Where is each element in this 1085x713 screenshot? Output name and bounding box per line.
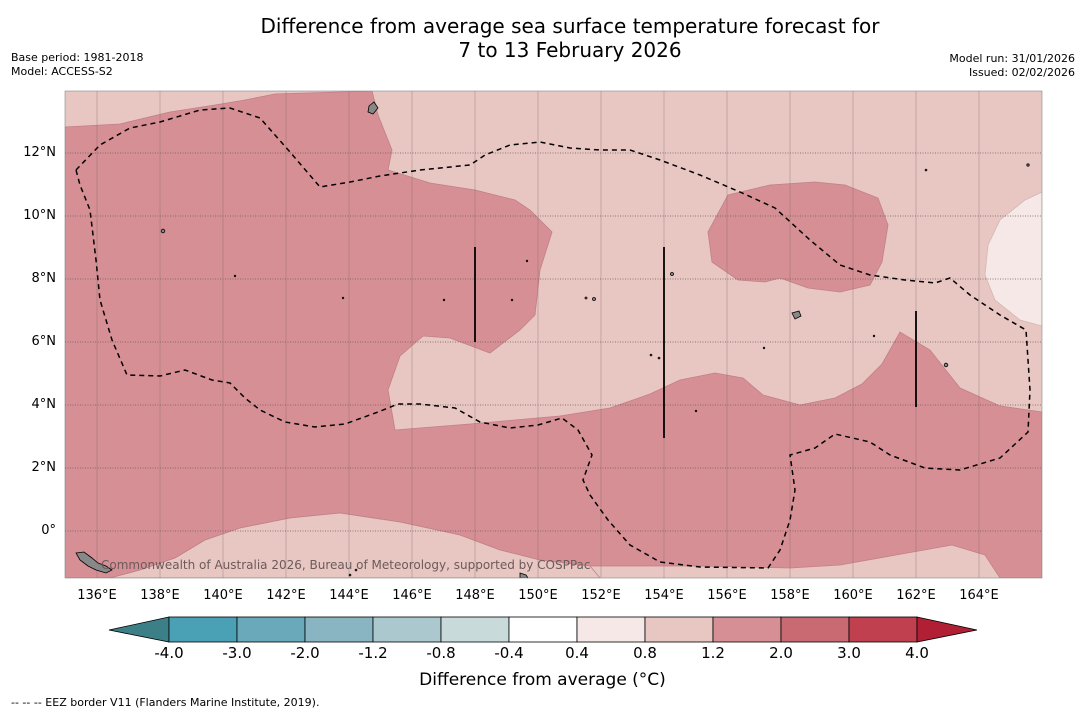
colorbar-title: Difference from average (°C) — [419, 670, 666, 690]
lat-tick-12n: 12°N — [23, 145, 56, 160]
base-period-label: Base period: 1981-2018 — [11, 51, 144, 64]
map-plot-area — [65, 91, 1042, 578]
lat-tick-6n: 6°N — [31, 334, 57, 349]
lon-tick-158e: 158°E — [770, 588, 810, 603]
colorbar-bin — [372, 616, 442, 643]
colorbar-label: 1.2 — [701, 644, 725, 662]
colorbar-label: 2.0 — [769, 644, 793, 662]
copyright-notice: Commonwealth of Australia 2026, Bureau o… — [101, 558, 591, 572]
title-line-1: Difference from average sea surface temp… — [260, 14, 880, 38]
eez-vertical-lines — [474, 247, 917, 438]
colorbar-label: -2.0 — [290, 644, 320, 662]
colorbar-extend-high — [916, 616, 978, 643]
lon-tick-138e: 138°E — [140, 588, 180, 603]
colorbar-bin — [304, 616, 374, 643]
lon-tick-156e: 156°E — [707, 588, 747, 603]
colorbar-label: 0.8 — [633, 644, 657, 662]
meta-right: Model run: 31/01/2026 Issued: 02/02/2026 — [949, 52, 1075, 80]
lon-tick-160e: 160°E — [833, 588, 873, 603]
eez-border-palau-fsm — [75, 107, 1031, 569]
meta-left: Base period: 1981-2018 Model: ACCESS-S2 — [11, 51, 143, 79]
lon-tick-148e: 148°E — [455, 588, 495, 603]
colorbar-bin — [712, 616, 782, 643]
lon-tick-152e: 152°E — [581, 588, 621, 603]
colorbar-label: 4.0 — [905, 644, 929, 662]
colorbar-bin — [440, 616, 510, 643]
colorbar-bin — [168, 616, 238, 643]
colorbar-label: -4.0 — [154, 644, 184, 662]
colorbar-bin — [780, 616, 850, 643]
issued-label: Issued: 02/02/2026 — [968, 66, 1075, 79]
lon-tick-140e: 140°E — [203, 588, 243, 603]
map-frame — [64, 90, 1043, 579]
lat-tick-10n: 10°N — [23, 208, 56, 223]
colorbar-bin — [576, 616, 646, 643]
lat-tick-4n: 4°N — [31, 397, 57, 412]
colorbar-bin — [848, 616, 918, 643]
page-title: Difference from average sea surface temp… — [0, 14, 1085, 62]
lon-tick-142e: 142°E — [266, 588, 306, 603]
colorbar-bin — [508, 616, 578, 643]
anomaly-region-east-light — [984, 191, 1042, 327]
anomaly-region-south — [109, 512, 601, 578]
lon-tick-144e: 144°E — [329, 588, 369, 603]
lon-tick-164e: 164°E — [959, 588, 999, 603]
lon-tick-162e: 162°E — [896, 588, 936, 603]
eez-legend-note: -- -- -- EEZ border V11 (Flanders Marine… — [11, 696, 320, 709]
colorbar-label: -0.4 — [494, 644, 524, 662]
model-run-label: Model run: 31/01/2026 — [949, 52, 1075, 65]
anomaly-region-east-blob — [707, 181, 889, 293]
colorbar-bin — [236, 616, 306, 643]
colorbar-label: -0.8 — [426, 644, 456, 662]
lat-tick-8n: 8°N — [31, 271, 57, 286]
eez-borders — [75, 107, 1031, 569]
colorbar-label: 3.0 — [837, 644, 861, 662]
colorbar-bin — [644, 616, 714, 643]
island-kosrae — [791, 310, 802, 320]
lat-tick-2n: 2°N — [31, 460, 57, 475]
island-guam — [367, 101, 379, 115]
title-line-2: 7 to 13 February 2026 — [458, 38, 682, 62]
model-label: Model: ACCESS-S2 — [11, 65, 113, 78]
lon-tick-136e: 136°E — [77, 588, 117, 603]
colorbar-label: 0.4 — [565, 644, 589, 662]
colorbar-extend-low — [108, 616, 170, 643]
colorbar-label: -3.0 — [222, 644, 252, 662]
colorbar — [108, 616, 978, 643]
colorbar-label: -1.2 — [358, 644, 388, 662]
lon-tick-154e: 154°E — [644, 588, 684, 603]
lat-gridlines — [65, 152, 1042, 532]
island-north-coast — [519, 572, 529, 578]
lat-tick-0: 0° — [41, 523, 56, 538]
island-new-guinea-tip — [75, 551, 113, 574]
lon-tick-150e: 150°E — [518, 588, 558, 603]
islands — [75, 101, 1030, 578]
lon-tick-146e: 146°E — [392, 588, 432, 603]
